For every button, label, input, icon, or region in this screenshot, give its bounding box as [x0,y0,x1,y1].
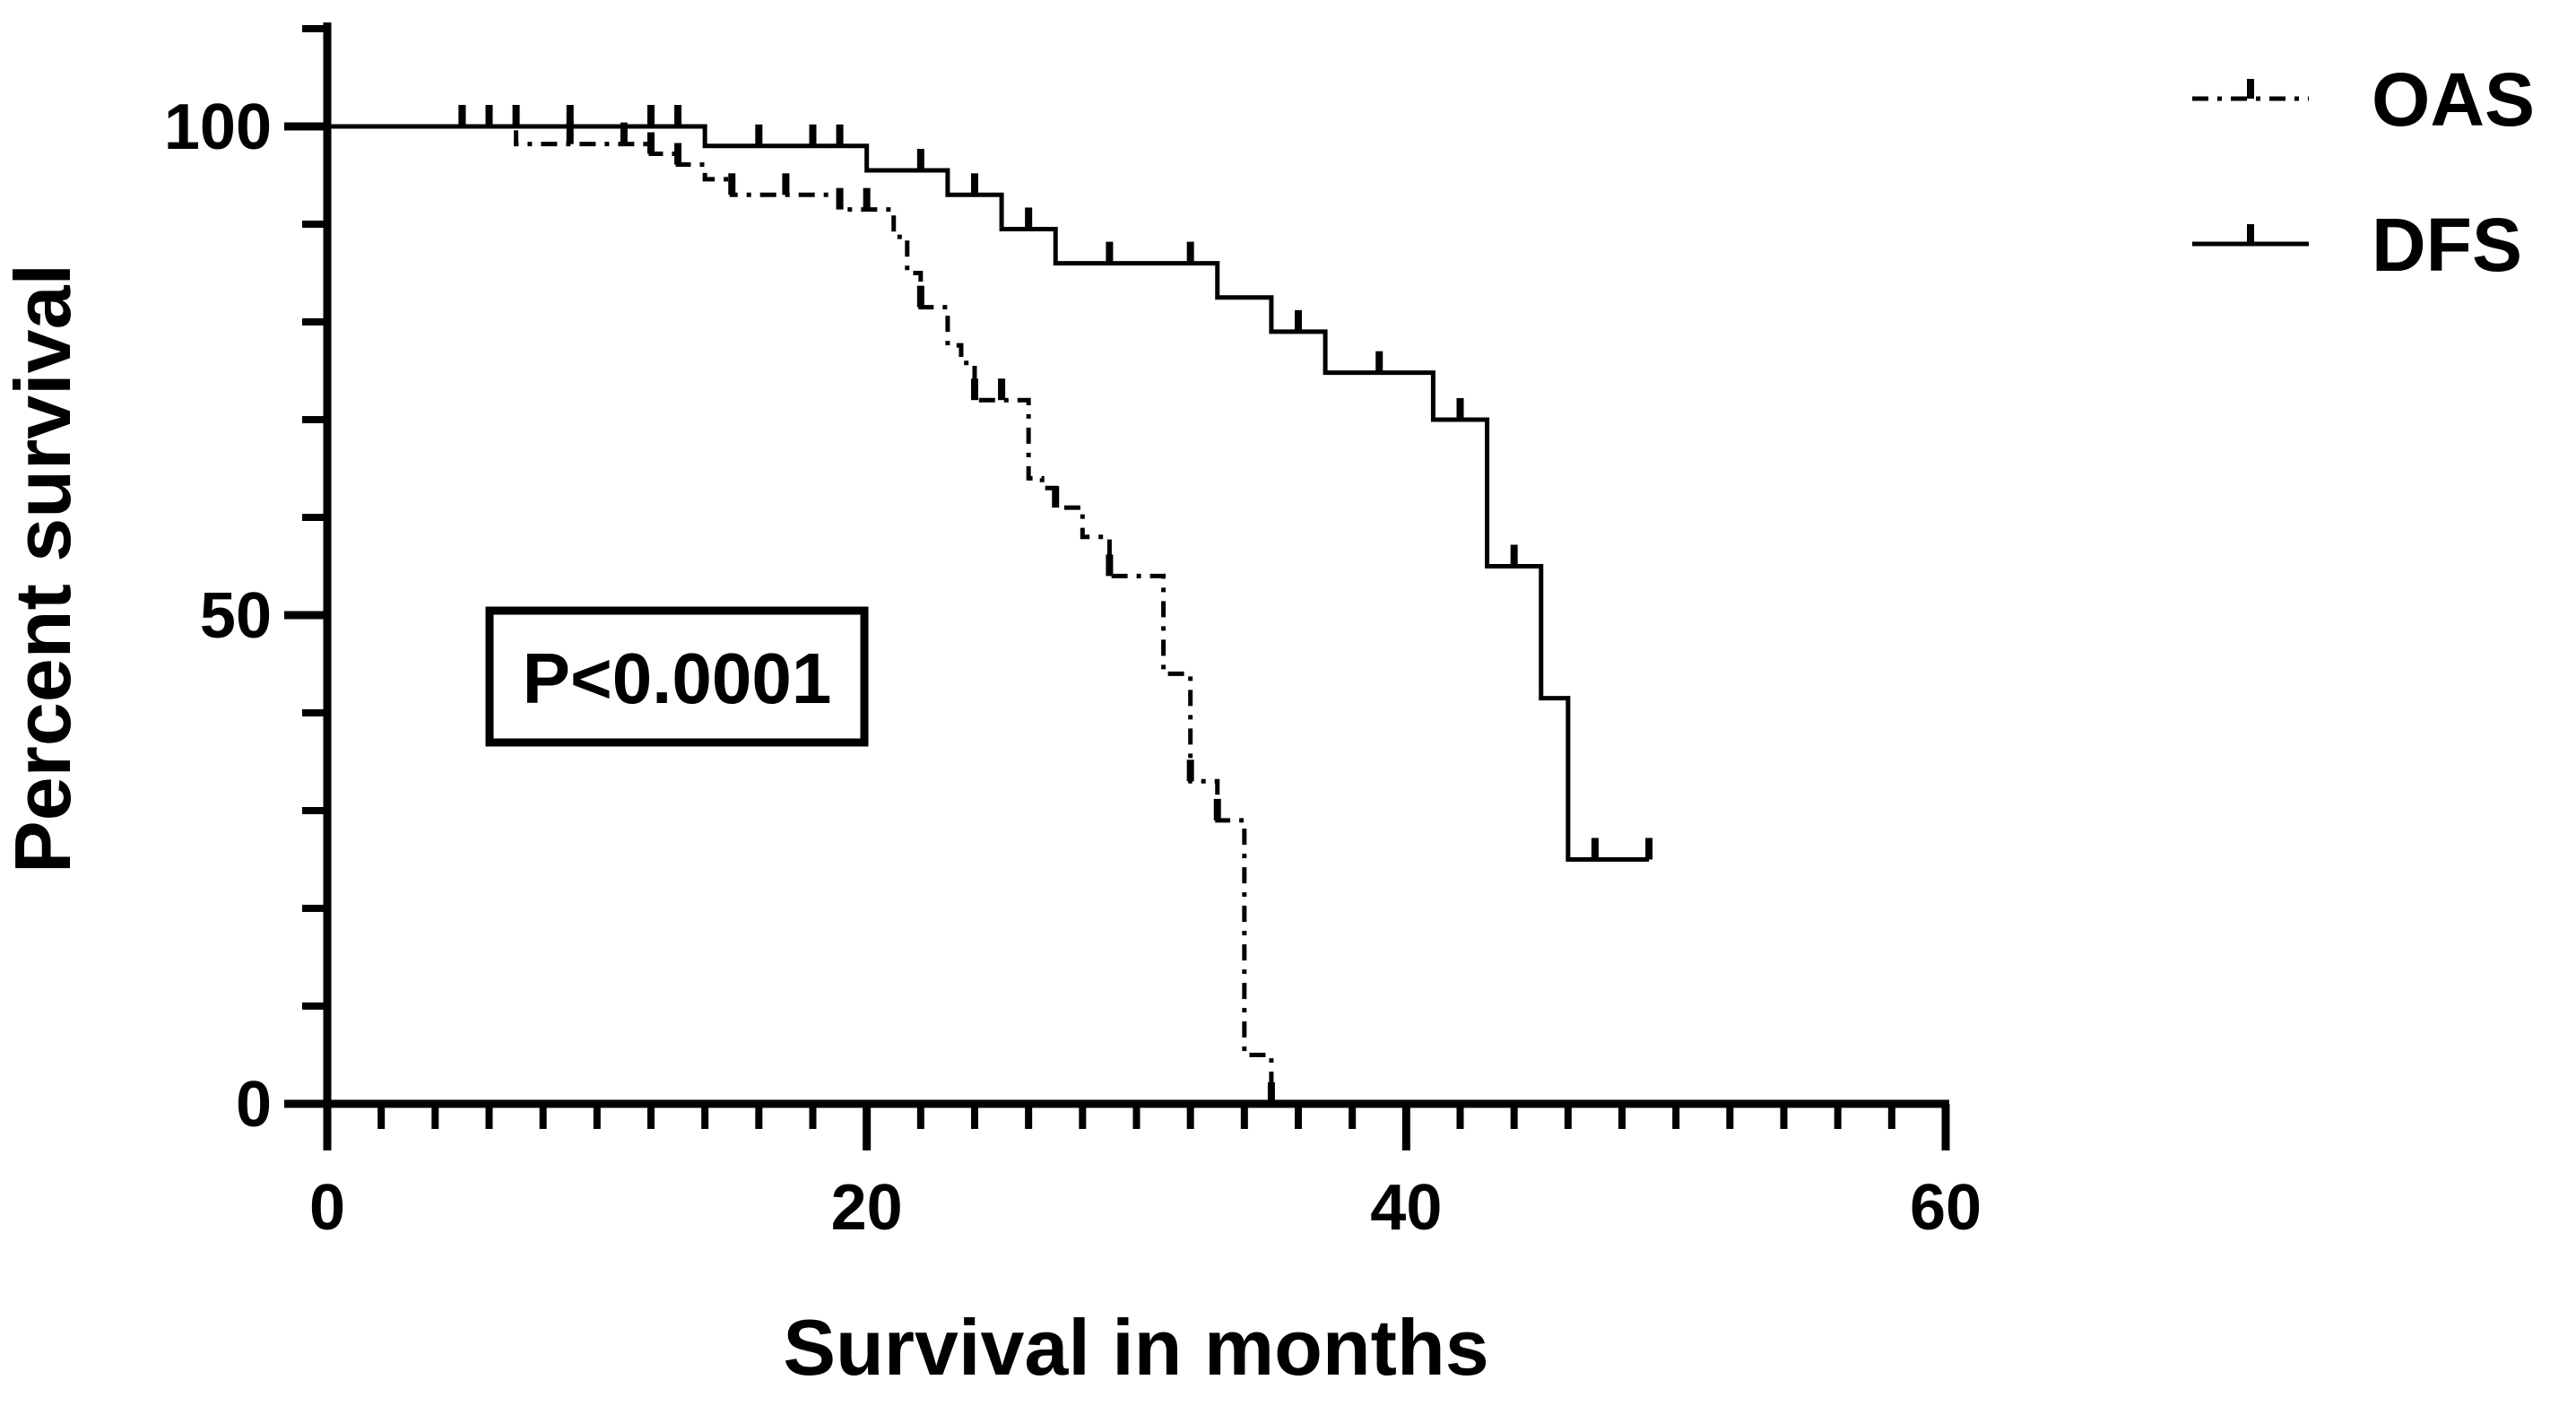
x-tick-label: 40 [1370,1172,1442,1244]
y-axis-title: Percent survival [0,264,87,873]
oas-curve [327,124,1274,1104]
x-axis-title: Survival in months [783,1303,1488,1392]
legend: OAS DFS [2192,57,2535,287]
survival-curves [327,105,1653,1104]
x-tick-label: 0 [309,1172,345,1244]
axis-ticks: 0 50 100 0 20 40 60 [164,25,1982,1244]
y-tick-label: 0 [236,1069,272,1141]
y-tick-label: 100 [164,91,272,163]
pvalue-text: P<0.0001 [523,638,832,718]
dfs-curve [327,124,1650,862]
x-tick-label: 60 [1910,1172,1982,1244]
y-tick-label: 50 [200,580,272,652]
pvalue-box [485,606,869,747]
axes [323,22,1949,1108]
legend-dfs-label: DFS [2372,203,2522,287]
x-tick-label: 20 [831,1172,903,1244]
legend-oas-label: OAS [2372,57,2535,142]
